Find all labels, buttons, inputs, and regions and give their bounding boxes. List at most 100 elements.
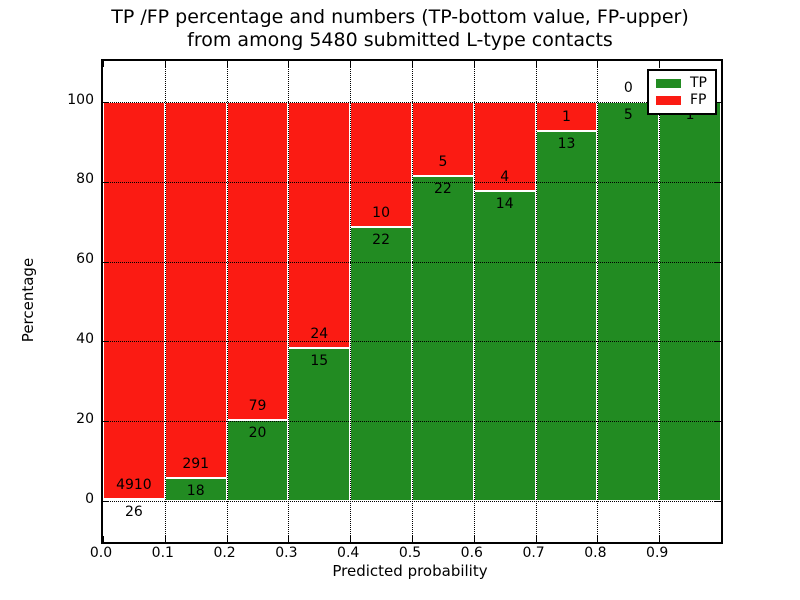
bar-segment-tp	[350, 226, 412, 501]
y-tick-label: 20	[76, 410, 94, 427]
x-tick-mark	[535, 536, 537, 542]
y-tick-mark	[715, 421, 721, 423]
bar-segment-tp	[473, 190, 536, 501]
y-tick-mark	[103, 421, 109, 423]
x-tick-mark	[288, 536, 290, 542]
x-tick-label: 0.2	[213, 545, 236, 561]
gridline-v	[164, 61, 166, 542]
tp-count-label: 20	[248, 425, 267, 442]
fp-count-label: 24	[310, 325, 329, 342]
y-tick-mark	[715, 501, 721, 502]
legend-item-tp: TP	[656, 75, 708, 92]
y-axis-label: Percentage	[19, 257, 38, 342]
x-axis-label: Predicted probability	[332, 562, 488, 580]
x-tick-mark	[412, 536, 413, 542]
gridline-v	[659, 61, 661, 542]
fp-count-label: 10	[372, 204, 390, 221]
x-tick-mark	[350, 61, 352, 67]
fp-count-label: 1	[562, 108, 571, 125]
fp-count-label: 291	[182, 455, 210, 472]
x-tick-mark	[473, 536, 475, 542]
chart-title: TP /FP percentage and numbers (TP-bottom…	[0, 6, 800, 52]
x-tick-mark	[412, 61, 413, 67]
legend-tp-swatch-icon	[656, 79, 681, 88]
x-tick-label: 0.0	[89, 545, 113, 561]
bar-segment-fp	[288, 102, 351, 348]
legend-box: TP FP	[647, 69, 717, 115]
y-tick-label: 40	[76, 330, 94, 347]
fp-count-label: 5	[438, 153, 448, 170]
plot-area: 264910182912079152422102251441315010 TP …	[101, 59, 723, 544]
y-tick-mark	[103, 341, 109, 343]
legend-tp-label: TP	[690, 75, 707, 91]
x-tick-label: 0.5	[398, 545, 422, 561]
x-tick-mark	[597, 61, 599, 67]
gridline-v	[535, 61, 537, 542]
chart-title-line2: from among 5480 submitted L-type contact…	[187, 29, 613, 51]
bar-segment-tp	[535, 130, 598, 501]
bar-segment-tp	[288, 347, 351, 501]
x-tick-label: 0.1	[151, 545, 174, 561]
y-tick-mark	[103, 181, 109, 183]
legend-fp-label: FP	[690, 92, 707, 108]
x-tick-mark	[350, 536, 352, 542]
tp-count-label: 15	[310, 352, 329, 369]
y-tick-mark	[715, 102, 721, 103]
x-tick-label: 0.3	[275, 545, 298, 561]
y-tick-label: 0	[85, 490, 94, 507]
fp-count-label: 4	[500, 168, 510, 185]
x-tick-mark	[226, 536, 228, 542]
x-tick-mark	[659, 536, 661, 542]
fp-count-label: 0	[623, 80, 633, 96]
tp-count-label: 22	[372, 231, 390, 248]
tp-count-label: 13	[557, 135, 576, 152]
tp-count-label: 14	[495, 195, 514, 212]
gridline-v	[412, 61, 413, 542]
x-tick-mark	[226, 61, 228, 67]
x-tick-mark	[164, 536, 166, 542]
gridline-v	[226, 61, 228, 542]
chart-title-line1: TP /FP percentage and numbers (TP-bottom…	[111, 6, 689, 28]
y-tick-mark	[715, 261, 721, 263]
bar-segment-tp	[597, 102, 660, 501]
tp-count-label: 1	[685, 107, 695, 123]
x-tick-mark	[659, 61, 661, 67]
x-tick-mark	[164, 61, 166, 67]
x-tick-mark	[597, 536, 599, 542]
fp-count-label: 4910	[116, 476, 152, 493]
y-tick-label: 100	[67, 91, 94, 108]
tp-count-label: 22	[433, 180, 452, 197]
gridline-v	[473, 61, 475, 542]
fp-count-label: 79	[248, 398, 267, 415]
y-tick-label: 80	[76, 171, 94, 188]
y-tick-mark	[715, 181, 721, 183]
tp-count-label: 5	[623, 107, 633, 123]
bar-segment-fp	[164, 102, 227, 478]
bar-segment-tp	[659, 102, 721, 501]
bar-segment-fp	[103, 102, 165, 499]
y-tick-mark	[715, 341, 721, 343]
bar-segment-tp	[412, 175, 474, 501]
x-tick-mark	[103, 536, 104, 542]
y-tick-mark	[103, 102, 109, 103]
bar-segment-tp	[103, 498, 165, 501]
x-tick-label: 0.4	[337, 545, 360, 561]
x-tick-mark	[473, 61, 475, 67]
bar-segment-tp	[226, 420, 289, 501]
gridline-v	[288, 61, 290, 542]
legend-item-fp: FP	[656, 92, 708, 109]
legend-fp-swatch-icon	[656, 96, 681, 105]
x-tick-mark	[288, 61, 290, 67]
x-tick-label: 0.9	[646, 545, 669, 561]
gridline-v	[597, 61, 599, 542]
y-tick-mark	[103, 261, 109, 263]
x-tick-label: 0.6	[460, 545, 483, 561]
y-tick-label: 60	[76, 251, 94, 268]
x-tick-label: 0.7	[522, 545, 545, 561]
x-tick-mark	[103, 61, 104, 67]
tp-count-label: 18	[186, 482, 205, 499]
x-tick-mark	[535, 61, 537, 67]
x-tick-label: 0.8	[584, 545, 607, 561]
tp-count-label: 26	[124, 503, 143, 520]
